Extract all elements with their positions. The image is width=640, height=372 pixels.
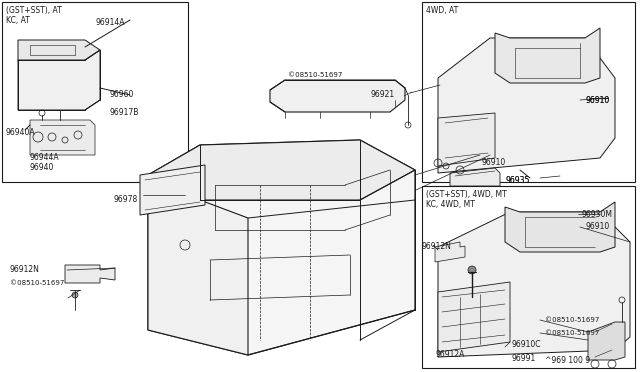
Polygon shape	[450, 168, 500, 186]
Circle shape	[72, 292, 78, 298]
Polygon shape	[148, 140, 415, 355]
Text: 96978: 96978	[114, 195, 138, 204]
Text: 96935: 96935	[505, 176, 529, 185]
Polygon shape	[438, 113, 495, 166]
Polygon shape	[18, 50, 100, 110]
Bar	[422, 186, 635, 368]
Text: 96991: 96991	[512, 354, 536, 363]
Polygon shape	[140, 165, 205, 215]
Text: 96914A: 96914A	[95, 18, 125, 27]
Text: 96917B: 96917B	[110, 108, 140, 117]
Bar	[2, 2, 188, 182]
Text: 96940A: 96940A	[5, 128, 35, 137]
Text: 96912N: 96912N	[422, 242, 452, 251]
Polygon shape	[18, 40, 100, 60]
Polygon shape	[438, 38, 615, 173]
Text: 4WD, AT: 4WD, AT	[426, 6, 458, 15]
Text: 96910: 96910	[585, 96, 609, 105]
Text: ©08510-51697: ©08510-51697	[288, 72, 342, 78]
Polygon shape	[65, 265, 115, 283]
Text: 96912N: 96912N	[10, 265, 40, 274]
Text: 96930M: 96930M	[582, 210, 613, 219]
Polygon shape	[588, 322, 625, 360]
Polygon shape	[148, 175, 248, 355]
Text: 96910: 96910	[482, 158, 506, 167]
Polygon shape	[505, 202, 615, 252]
Text: 96910C: 96910C	[512, 340, 541, 349]
Text: (GST+SST), 4WD, MT
KC, 4WD, MT: (GST+SST), 4WD, MT KC, 4WD, MT	[426, 190, 507, 209]
Bar	[422, 2, 635, 182]
Text: ©08510-51697: ©08510-51697	[545, 330, 600, 336]
Text: ^969 100 9: ^969 100 9	[545, 356, 590, 365]
Text: 96912A: 96912A	[435, 350, 465, 359]
Polygon shape	[438, 282, 510, 352]
Circle shape	[468, 266, 476, 274]
Text: 96960: 96960	[110, 90, 134, 99]
Text: ©08510-51697: ©08510-51697	[545, 317, 600, 323]
Text: 96940: 96940	[30, 163, 54, 172]
Polygon shape	[435, 242, 465, 262]
Text: 96910: 96910	[585, 96, 609, 105]
Text: ©08510-51697: ©08510-51697	[10, 280, 65, 286]
Text: 96921: 96921	[371, 90, 395, 99]
Polygon shape	[30, 120, 95, 155]
Polygon shape	[270, 80, 405, 112]
Polygon shape	[438, 212, 630, 357]
Polygon shape	[148, 140, 415, 200]
Text: (GST+SST), AT
KC, AT: (GST+SST), AT KC, AT	[6, 6, 61, 25]
Text: 96935: 96935	[505, 176, 529, 185]
Text: 96944A: 96944A	[30, 153, 60, 162]
Text: 96910: 96910	[585, 222, 609, 231]
Polygon shape	[495, 28, 600, 83]
